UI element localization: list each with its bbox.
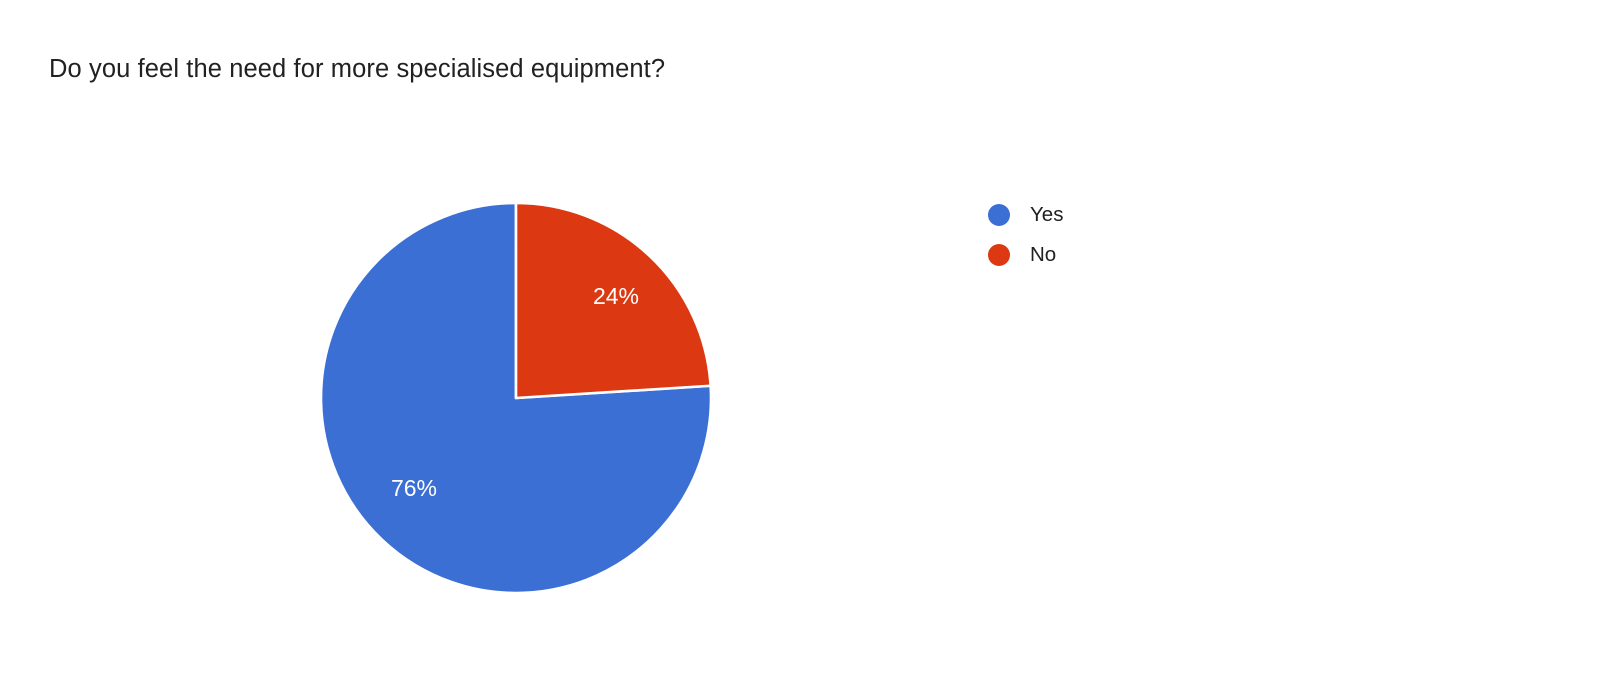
pie-slice-yes[interactable] [319,201,713,595]
pie-slice-label-yes: 76% [391,475,437,501]
legend-swatch-circle-icon [988,244,1010,266]
legend-item-yes[interactable]: Yes [988,200,1063,230]
pie-slice-label-no: 24% [593,283,639,309]
pie-slice-no[interactable] [514,201,712,400]
legend-label-no: No [1030,243,1057,266]
pie-slices [319,201,713,595]
legend-swatch-circle-icon [988,204,1010,226]
chart-legend: Yes No [988,200,1063,270]
pie-slice-labels: 76% 24% [391,283,639,501]
legend-label-yes: Yes [1030,203,1064,226]
legend-item-no[interactable]: No [988,240,1063,270]
chart-title: Do you feel the need for more specialise… [49,55,666,83]
